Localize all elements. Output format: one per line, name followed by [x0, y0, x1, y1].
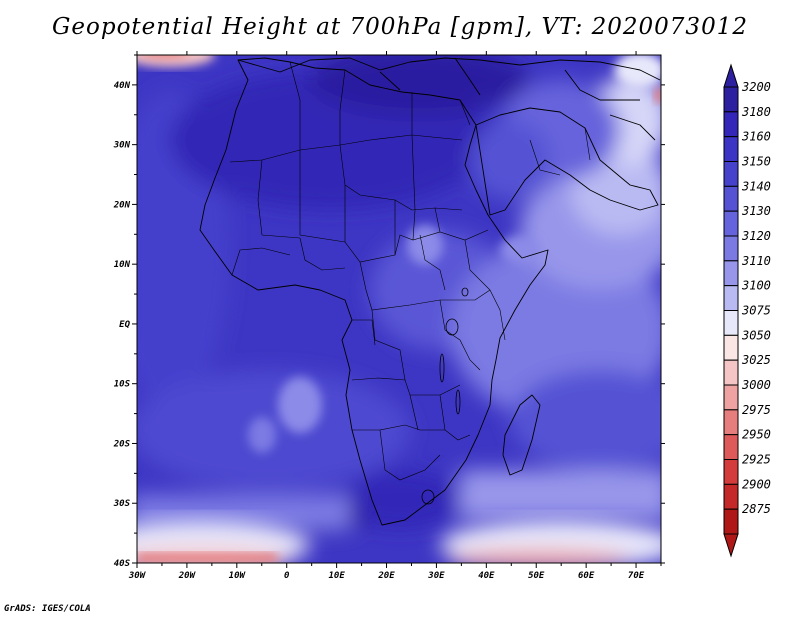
colorbar-segment	[723, 161, 739, 187]
country-borders	[229, 61, 591, 481]
colorbar-label: 3100	[741, 279, 771, 293]
colorbar-segment	[723, 434, 739, 460]
colorbar-bottom-arrow	[723, 533, 739, 558]
colorbar-label: 3200	[741, 80, 771, 94]
colorbar-segment	[723, 459, 739, 485]
colorbar-label: 3110	[741, 254, 771, 268]
colorbar-segment	[723, 210, 739, 237]
plot-area	[137, 55, 661, 563]
colorbar-label: 3130	[741, 204, 771, 218]
colorbar-label: 2900	[742, 477, 771, 491]
colorbar-label: 2875	[742, 502, 771, 516]
y-tick-label: 10S	[114, 380, 131, 390]
colorbar-segment	[723, 384, 739, 411]
colorbar-segment	[723, 359, 739, 386]
colorbar-label: 2975	[742, 403, 771, 417]
x-tick-label: 10W	[229, 571, 247, 581]
colorbar-segment	[723, 483, 739, 510]
x-tick-label: 70E	[628, 571, 645, 581]
colorbar-label: 3025	[741, 353, 771, 367]
lakes	[421, 287, 469, 505]
colorbar-label: 3120	[741, 229, 771, 243]
y-tick-label: 10N	[114, 260, 131, 270]
colorbar-segment	[723, 235, 739, 262]
colorbar-segment	[723, 334, 739, 361]
x-tick-label: 40E	[478, 571, 495, 581]
colorbar-label: 2950	[742, 428, 771, 442]
y-tick-label: EQ	[119, 320, 130, 330]
colorbar-label: 3180	[741, 105, 771, 119]
x-tick-label: 50E	[528, 571, 545, 581]
y-tick-label: 20N	[113, 200, 131, 210]
y-tick-labels: 40N 30N 20N 10N EQ 10S 20S 30S 40S	[113, 81, 131, 569]
credit-label: GrADS: IGES/COLA	[4, 604, 91, 614]
map-title: Geopotential Height at 700hPa [gpm], VT:…	[52, 14, 748, 40]
colorbar-segment	[723, 86, 739, 113]
colorbar-top-arrow	[723, 63, 739, 88]
x-tick-label: 20E	[377, 571, 395, 581]
colorbar-segment	[723, 310, 739, 336]
colorbar-segment	[723, 260, 739, 287]
y-tick-label: 30N	[113, 141, 131, 151]
colorbar: 3200 3180 3160 3150 3140 3130 3120 3110 3100 3075…	[723, 63, 771, 558]
x-tick-labels: 30W 20W 10W 0 10E 20E 30E 40E 50E 60E 70E	[128, 571, 645, 581]
y-tick-label: 40N	[114, 81, 131, 91]
colorbar-label: 3140	[741, 179, 771, 193]
colorbar-segment	[723, 185, 739, 212]
y-tick-label: 20S	[113, 439, 131, 449]
colorbar-segment	[723, 409, 739, 436]
colorbar-label: 3075	[741, 304, 771, 318]
coastlines	[199, 57, 661, 526]
y-tick-label: 30S	[113, 499, 131, 509]
colorbar-segment	[723, 136, 739, 163]
colorbar-segment	[723, 111, 739, 138]
x-tick-label: 10E	[328, 571, 345, 581]
x-tick-label: 60E	[578, 571, 595, 581]
colorbar-label: 3000	[741, 378, 771, 392]
colorbar-label: 3150	[741, 155, 771, 169]
colorbar-segment	[723, 508, 739, 535]
plot-frame	[136, 54, 662, 564]
colorbar-label: 3160	[741, 130, 771, 144]
y-tick-label: 40S	[114, 559, 131, 569]
colorbar-label: 3050	[741, 328, 771, 342]
x-tick-label: 30W	[128, 571, 147, 581]
x-tick-label: 0	[284, 571, 290, 581]
colorbar-segment	[723, 285, 739, 311]
colorbar-label: 2925	[742, 453, 771, 467]
x-tick-label: 30E	[427, 571, 445, 581]
axis-ticks	[132, 51, 665, 568]
x-tick-label: 20W	[178, 571, 197, 581]
